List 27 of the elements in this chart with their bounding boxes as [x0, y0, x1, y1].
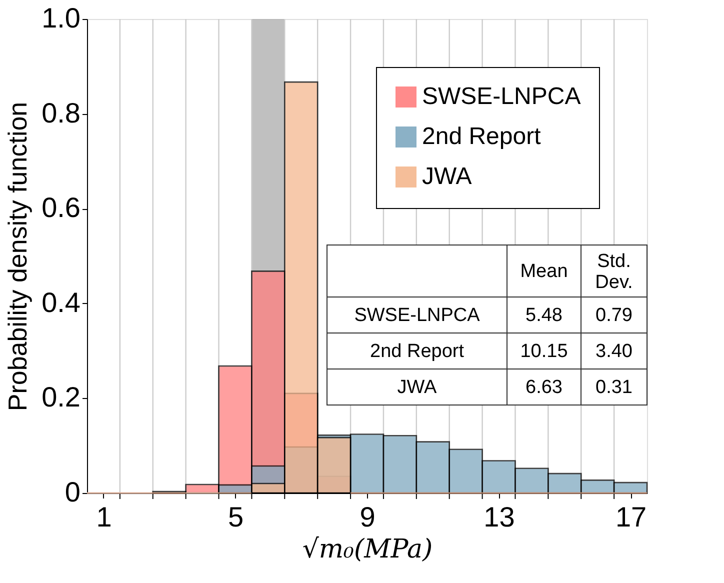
annotation: 6.63 — [526, 377, 562, 398]
annotation: Mean — [520, 261, 568, 282]
x-tick-label: 13 — [484, 502, 515, 532]
y-tick-label: 0.4 — [42, 286, 80, 318]
annotation: 0.79 — [596, 305, 632, 326]
annotation: Std. Dev. — [595, 251, 633, 293]
annotation: 10.15 — [520, 341, 568, 362]
annotation: 0.31 — [596, 377, 632, 398]
y-tick-label: 0.6 — [42, 192, 80, 224]
y-axis-title: Probability density function — [2, 102, 33, 412]
y-tick-label: 0.2 — [42, 382, 80, 413]
y-tick-label: 0.8 — [42, 97, 80, 128]
x-tick-label: 17 — [615, 502, 647, 532]
x-axis-title: √m₀(MPa) — [302, 534, 433, 564]
legend-label: JWA — [422, 163, 472, 190]
annotation: JWA — [397, 377, 438, 398]
legend-label: 2nd Report — [422, 123, 542, 150]
annotation: 3.40 — [596, 341, 632, 362]
x-tick-label: 1 — [96, 502, 112, 532]
annotation: 2nd Report — [370, 341, 465, 362]
y-tick-label: 1.0 — [42, 2, 80, 34]
legend-label: SWSE-LNPCA — [422, 83, 581, 110]
x-tick-label: 5 — [228, 502, 244, 532]
x-tick-label: 9 — [360, 502, 376, 532]
y-tick-label: 0 — [64, 476, 80, 508]
annotation: 5.48 — [526, 305, 562, 326]
annotation: SWSE-LNPCA — [354, 305, 480, 326]
